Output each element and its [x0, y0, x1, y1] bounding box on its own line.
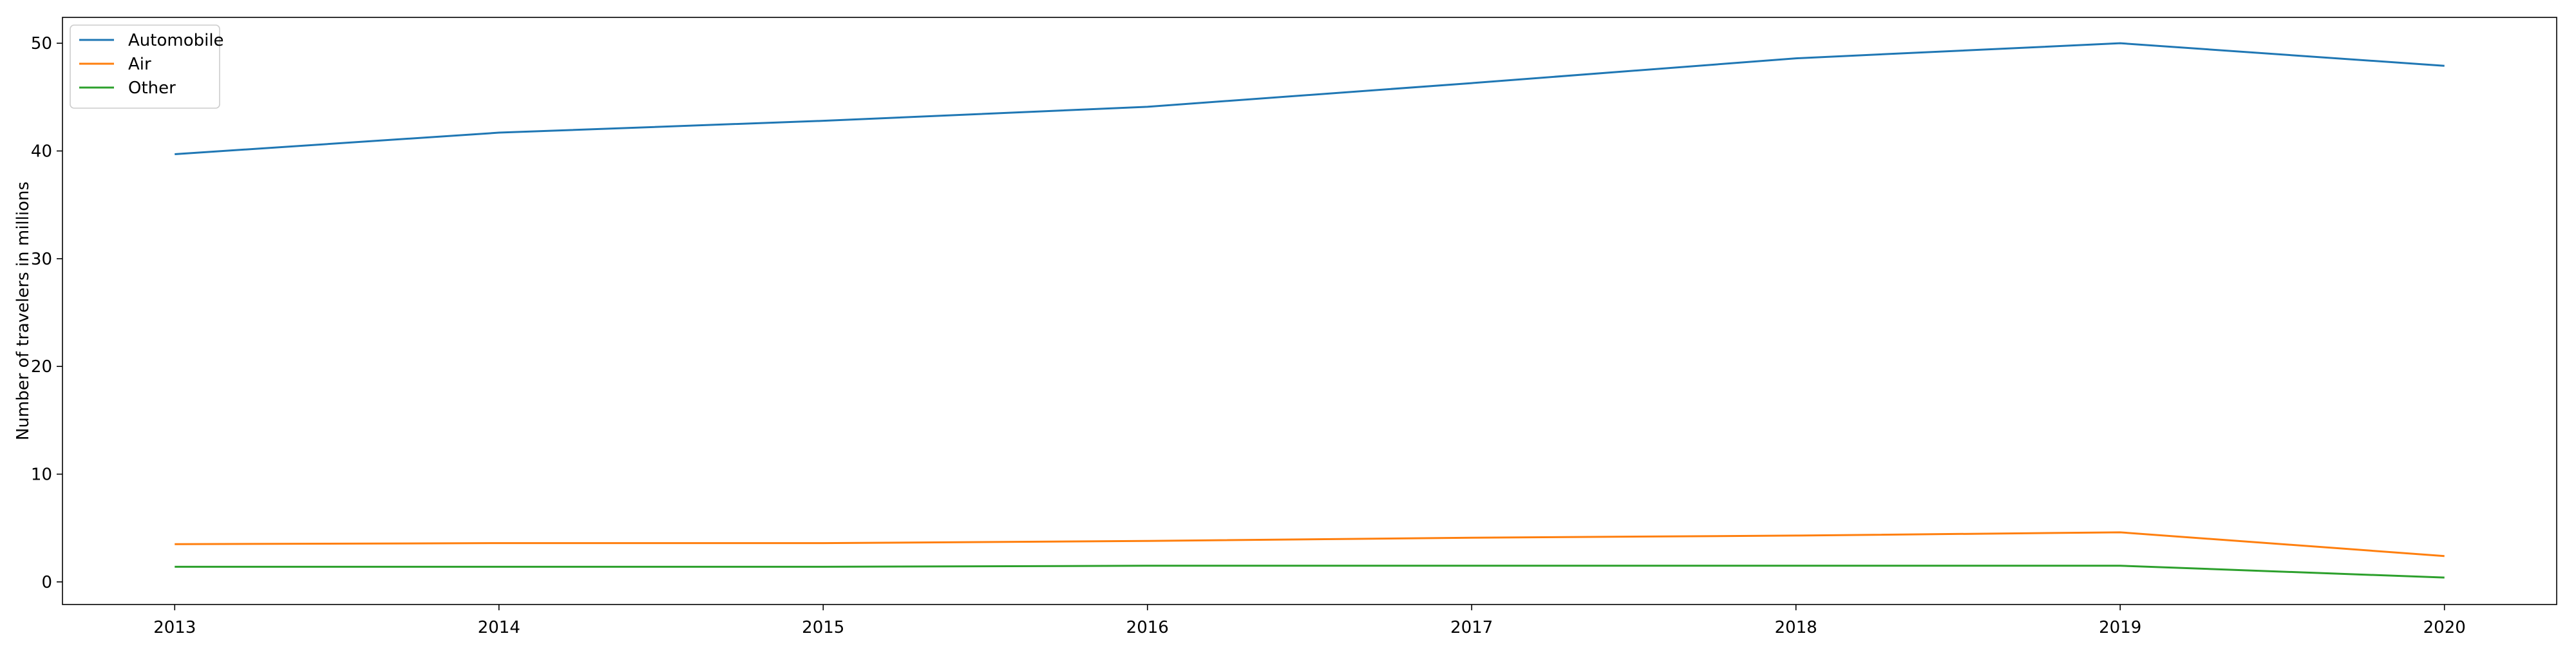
- series-line-air: [175, 531, 2445, 558]
- legend-label-other: Other: [128, 79, 176, 98]
- x-axis-ticks: 2013 2014 2015 2016 2017 2018 2019 2020: [153, 605, 2466, 637]
- y-tick-label: 50: [31, 34, 52, 53]
- y-tick-label: 20: [31, 357, 52, 377]
- y-axis-ticks: 0 10 20 30 40 50: [31, 34, 62, 592]
- x-tick-label: 2013: [153, 618, 196, 637]
- series-line-other: [175, 565, 2445, 579]
- plot-frame: [62, 17, 2557, 605]
- y-tick-label: 30: [31, 250, 52, 269]
- legend-label-automobile: Automobile: [128, 31, 224, 50]
- y-tick-label: 10: [31, 465, 52, 485]
- x-tick-label: 2015: [802, 618, 844, 637]
- y-tick-label: 0: [41, 573, 52, 592]
- x-tick-label: 2018: [1775, 618, 1817, 637]
- x-tick-label: 2017: [1450, 618, 1493, 637]
- y-tick-label: 40: [31, 142, 52, 162]
- series-line-automobile: [175, 42, 2445, 156]
- legend: Automobile Air Other: [70, 24, 224, 109]
- y-axis-label: Number of travelers in millions: [14, 182, 33, 440]
- x-tick-label: 2014: [478, 618, 520, 637]
- legend-label-air: Air: [128, 55, 151, 74]
- x-tick-label: 2020: [2423, 618, 2466, 637]
- x-tick-label: 2019: [2099, 618, 2141, 637]
- plot-lines: [175, 42, 2445, 579]
- x-tick-label: 2016: [1126, 618, 1169, 637]
